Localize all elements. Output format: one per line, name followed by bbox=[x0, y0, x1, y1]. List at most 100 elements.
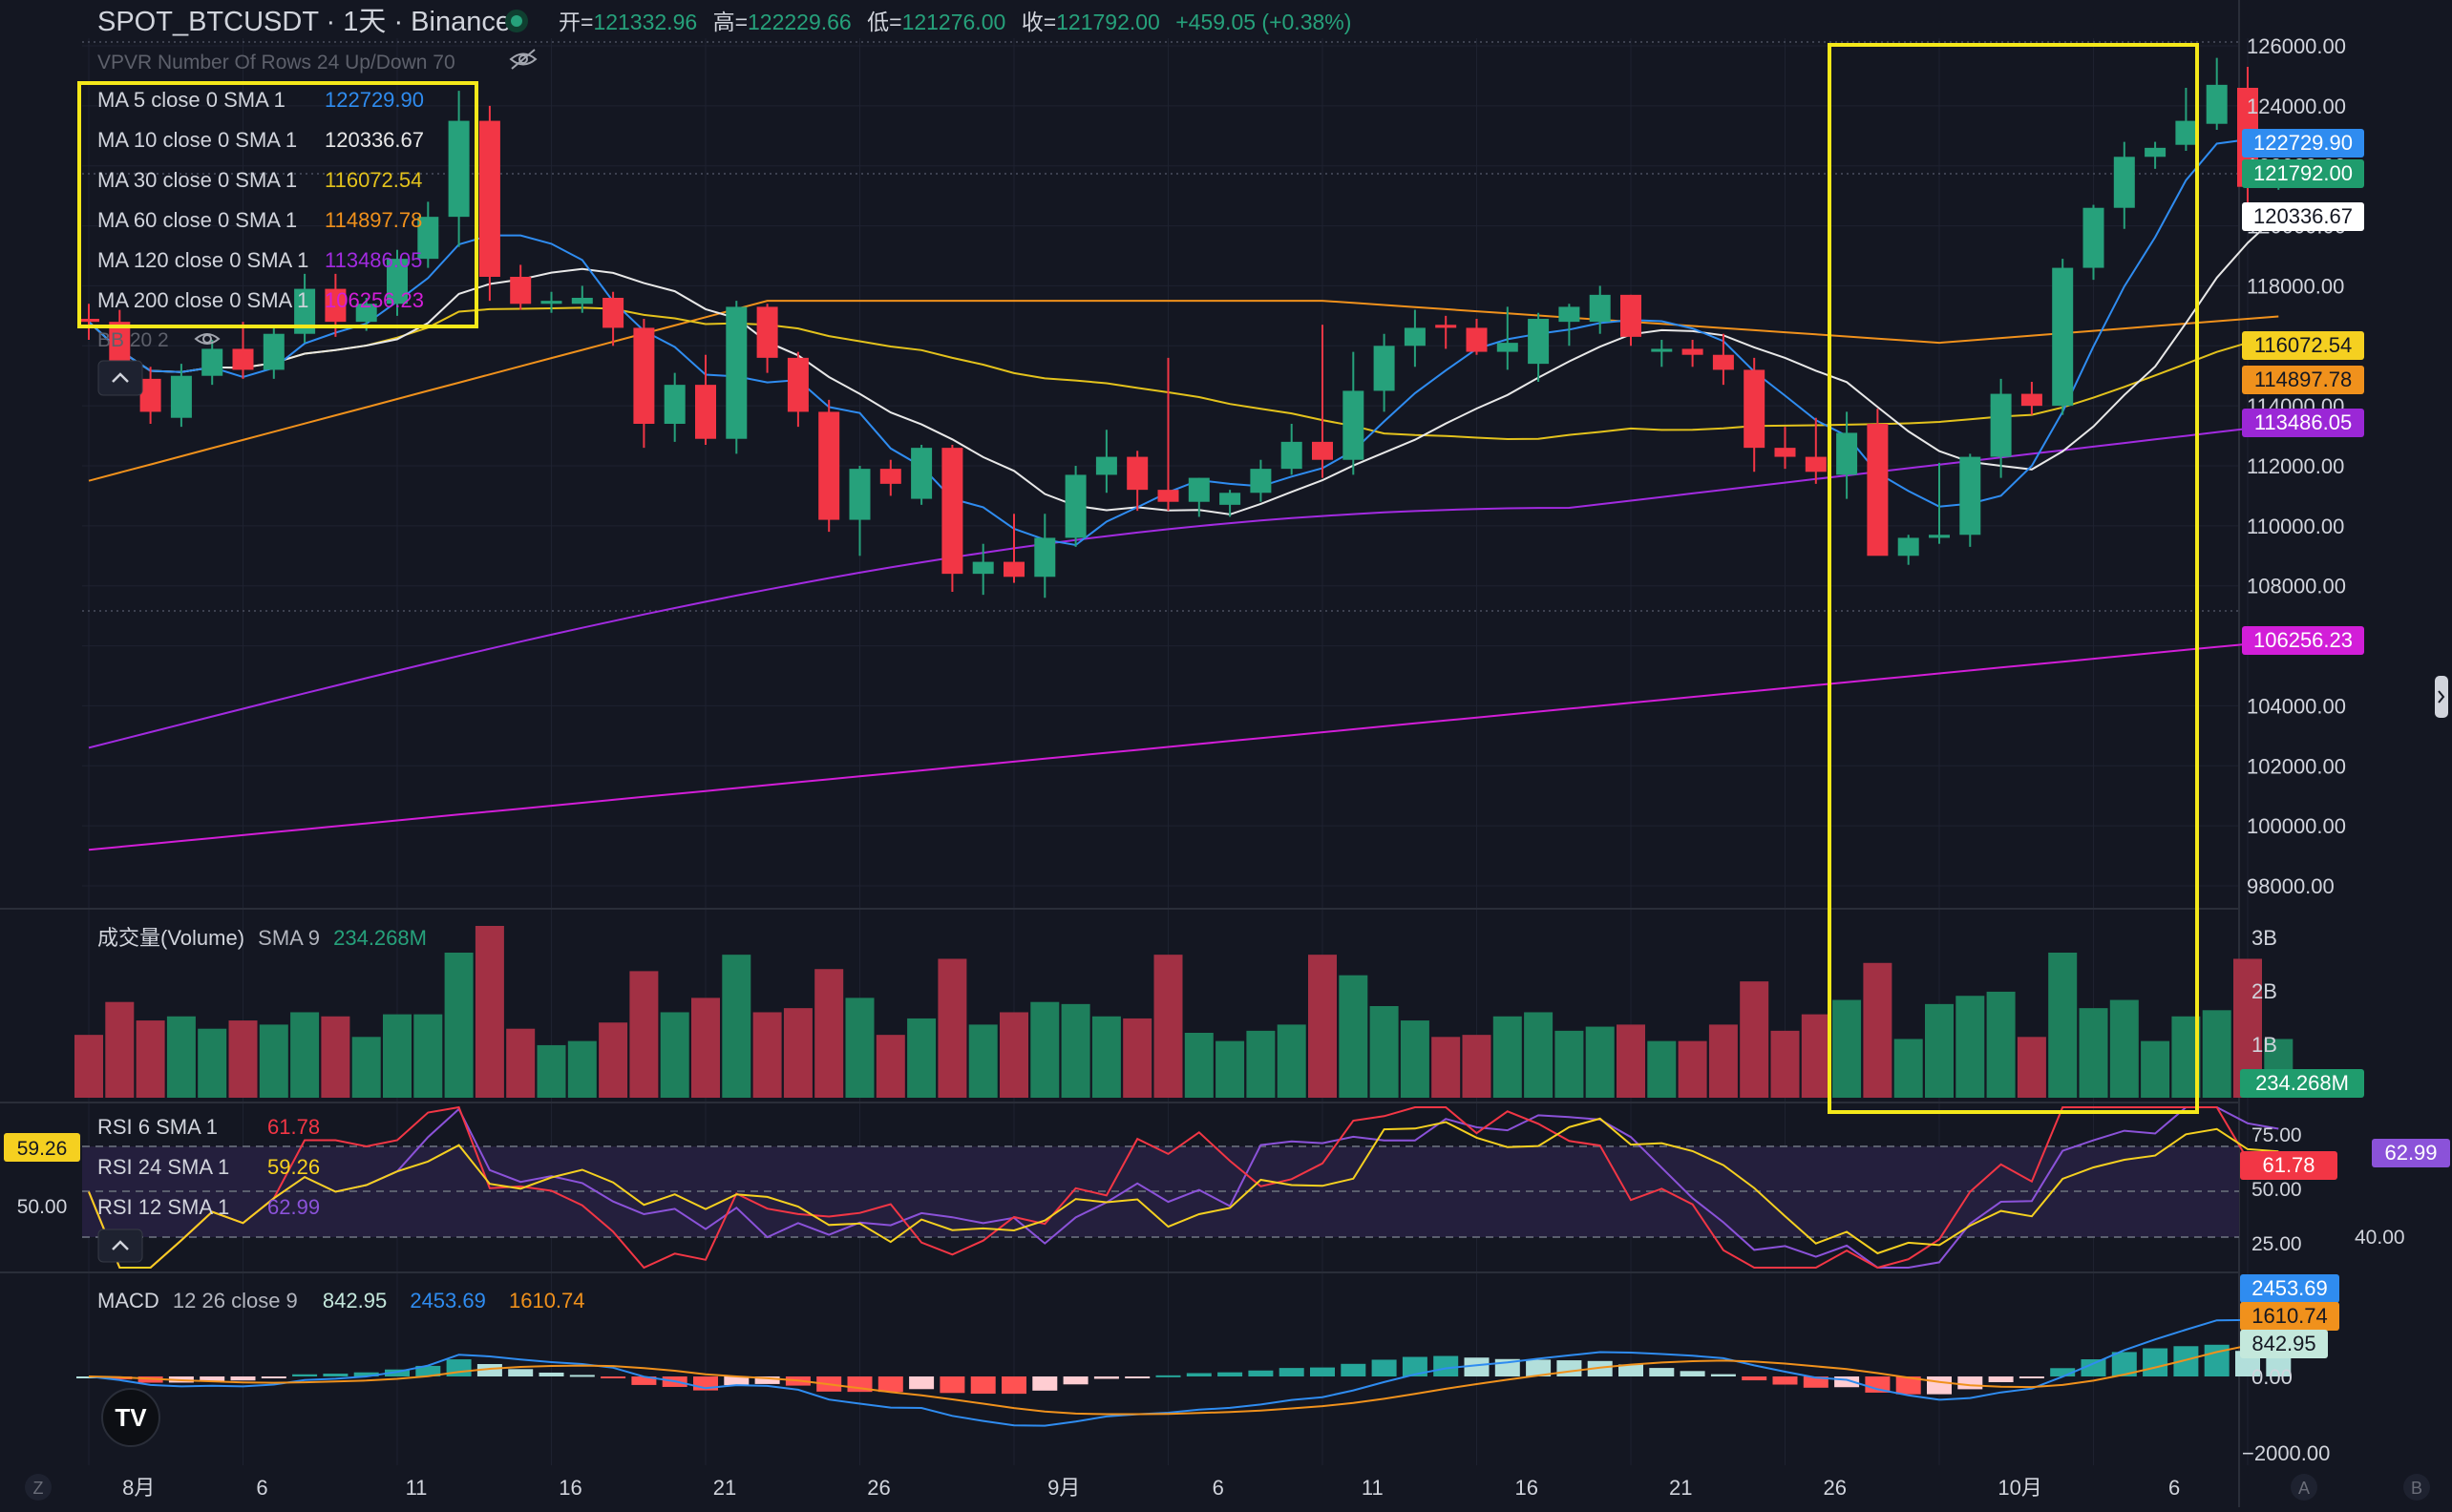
volume-bar bbox=[1215, 1040, 1245, 1098]
candle-down[interactable] bbox=[478, 120, 500, 277]
candle-down[interactable] bbox=[695, 385, 716, 439]
candle-up[interactable] bbox=[1651, 348, 1673, 352]
candle-down[interactable] bbox=[1435, 325, 1457, 328]
candle-down[interactable] bbox=[325, 288, 347, 323]
candle-up[interactable] bbox=[1558, 306, 1580, 323]
candle-down[interactable] bbox=[602, 298, 624, 328]
scale-mode-button[interactable]: B bbox=[2403, 1474, 2430, 1501]
candle-down[interactable] bbox=[1744, 369, 1765, 449]
macd-histogram-bar bbox=[601, 1376, 626, 1378]
candle-down[interactable] bbox=[1004, 561, 1025, 578]
candle-up[interactable] bbox=[201, 348, 223, 376]
candle-up[interactable] bbox=[2082, 207, 2104, 268]
candle-up[interactable] bbox=[2175, 120, 2197, 145]
candle-up[interactable] bbox=[1342, 390, 1364, 460]
macd-blue-badge bbox=[2240, 1274, 2339, 1303]
candle-up[interactable] bbox=[294, 288, 316, 334]
candle-up[interactable] bbox=[972, 561, 994, 575]
symbol-title[interactable]: SPOT_BTCUSDT · 1天 · Binance bbox=[97, 7, 511, 37]
candle-up[interactable] bbox=[1589, 294, 1611, 323]
candle-up[interactable] bbox=[1990, 393, 2012, 457]
candle-up[interactable] bbox=[571, 298, 593, 304]
bb-label[interactable]: BB 20 2 bbox=[97, 329, 169, 351]
candle-up[interactable] bbox=[849, 469, 871, 520]
candle-down[interactable] bbox=[1712, 354, 1734, 370]
candle-up[interactable] bbox=[1929, 535, 1950, 538]
ma-legend-label: MA 10 close 0 SMA 1 bbox=[97, 128, 297, 152]
candle-up[interactable] bbox=[1528, 319, 1550, 365]
candle-down[interactable] bbox=[139, 378, 161, 412]
candle-down[interactable] bbox=[787, 357, 809, 412]
candle-up[interactable] bbox=[1897, 537, 1919, 556]
candle-up[interactable] bbox=[1065, 474, 1087, 538]
candle-down[interactable] bbox=[1466, 327, 1488, 352]
candle-down[interactable] bbox=[879, 469, 901, 484]
vpvr-label[interactable]: VPVR Number Of Rows 24 Up/Down 70 bbox=[97, 52, 455, 74]
candle-down[interactable] bbox=[756, 306, 778, 358]
candle-up[interactable] bbox=[1373, 346, 1395, 391]
candle-down[interactable] bbox=[1312, 441, 1333, 460]
date-tick-label: 26 bbox=[867, 1476, 890, 1500]
collapse-legend-button[interactable] bbox=[97, 360, 143, 396]
candle-up[interactable] bbox=[2052, 267, 2074, 407]
candle-up[interactable] bbox=[448, 120, 470, 218]
collapse-rsi-button[interactable] bbox=[97, 1228, 143, 1263]
bb-eye-icon[interactable] bbox=[194, 333, 221, 345]
auto-scale-button[interactable]: A bbox=[2291, 1474, 2317, 1501]
candle-up[interactable] bbox=[263, 333, 285, 370]
candle-down[interactable] bbox=[78, 319, 99, 323]
eye-slash-icon[interactable] bbox=[509, 49, 538, 70]
candle-down[interactable] bbox=[1774, 448, 1796, 457]
candle-down[interactable] bbox=[1805, 456, 1827, 472]
candle-down[interactable] bbox=[1157, 490, 1179, 502]
candle-up[interactable] bbox=[1836, 432, 1858, 475]
candle-up[interactable] bbox=[1496, 343, 1518, 352]
candle-down[interactable] bbox=[1620, 294, 1641, 337]
candle-up[interactable] bbox=[2206, 84, 2228, 124]
candle-up[interactable] bbox=[1034, 537, 1056, 578]
candle-down[interactable] bbox=[633, 327, 655, 424]
candle-up[interactable] bbox=[726, 306, 748, 439]
candle-down[interactable] bbox=[510, 277, 532, 304]
candle-up[interactable] bbox=[170, 375, 192, 418]
scale-mode-button-label: B bbox=[2411, 1479, 2422, 1498]
candle-up[interactable] bbox=[1219, 493, 1241, 505]
candle-up[interactable] bbox=[2113, 157, 2135, 208]
price-badge bbox=[2242, 202, 2364, 231]
candle-up[interactable] bbox=[1095, 456, 1117, 475]
candle-down[interactable] bbox=[1127, 456, 1149, 491]
tradingview-logo[interactable]: TV bbox=[101, 1388, 160, 1447]
candle-up[interactable] bbox=[911, 448, 933, 499]
expand-panel-button[interactable] bbox=[2435, 676, 2448, 718]
candle-up[interactable] bbox=[1404, 327, 1426, 346]
macd-histogram-bar bbox=[2143, 1348, 2168, 1376]
candle-up[interactable] bbox=[540, 301, 562, 304]
ma5-line bbox=[88, 138, 2279, 547]
candle-down[interactable] bbox=[1681, 348, 1703, 355]
candle-up[interactable] bbox=[2145, 147, 2167, 158]
ma-legend[interactable]: MA 5 close 0 SMA 1 122729.90 MA 10 close 0… bbox=[97, 88, 424, 312]
candle-down[interactable] bbox=[818, 411, 840, 520]
macd-signal-line bbox=[88, 1339, 2279, 1416]
candle-up[interactable] bbox=[1280, 441, 1302, 470]
candle-up[interactable] bbox=[1188, 477, 1210, 502]
candle-up[interactable] bbox=[417, 217, 439, 260]
candlesticks[interactable] bbox=[78, 57, 2290, 598]
macd-histogram-bar bbox=[1371, 1359, 1397, 1376]
candle-down[interactable] bbox=[1867, 424, 1889, 556]
candle-down[interactable] bbox=[2020, 393, 2042, 407]
volume-bar bbox=[1277, 1024, 1306, 1098]
rsi-legend[interactable]: RSI 6 SMA 1 61.78 RSI 24 SMA 1 59.26 RSI 12 … bbox=[97, 1115, 320, 1219]
candle-up[interactable] bbox=[355, 304, 377, 323]
timezone-button[interactable]: Z bbox=[25, 1474, 52, 1501]
candle-up[interactable] bbox=[387, 259, 408, 304]
candle-up[interactable] bbox=[1959, 456, 1981, 536]
volume-bar bbox=[1524, 1012, 1554, 1098]
candle-up[interactable] bbox=[1250, 469, 1272, 494]
candle-down[interactable] bbox=[232, 348, 254, 370]
candle-down[interactable] bbox=[941, 448, 963, 575]
candle-up[interactable] bbox=[664, 385, 686, 424]
macd-histogram-bar bbox=[1710, 1374, 1736, 1376]
